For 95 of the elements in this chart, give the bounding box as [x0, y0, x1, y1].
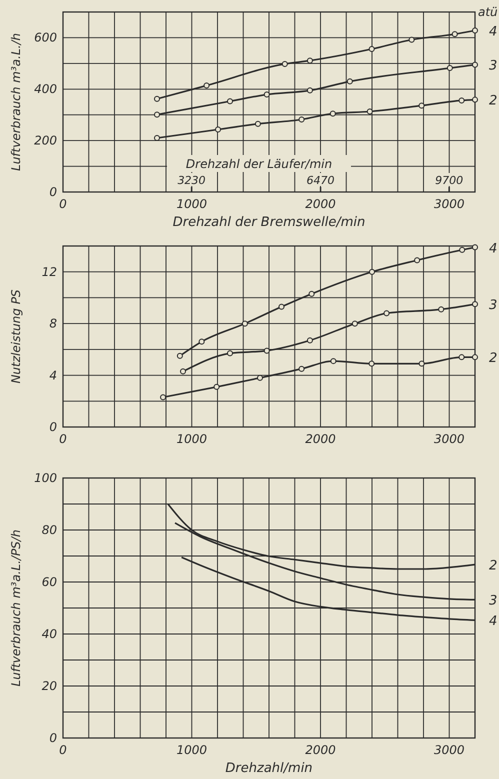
point — [366, 108, 373, 115]
x-tick-label: 2000 — [305, 432, 336, 446]
point — [282, 60, 288, 67]
point — [264, 92, 270, 98]
series-label: 3 — [489, 298, 498, 314]
point — [368, 46, 375, 52]
point — [298, 116, 305, 122]
x2-tick-label: 3230 — [178, 174, 206, 187]
point — [330, 110, 336, 117]
point — [154, 135, 160, 141]
x-tick-label: 1000 — [176, 197, 208, 211]
point — [306, 58, 313, 64]
point — [308, 290, 315, 297]
point — [256, 374, 263, 381]
y-axis-title: Luftverbrauch m³a.L./h — [9, 33, 23, 171]
point — [198, 338, 205, 345]
series-label: 4 — [489, 241, 498, 256]
point — [472, 301, 478, 308]
point — [154, 112, 160, 118]
series-label: 2 — [489, 94, 498, 109]
x-tick-label: 0 — [59, 743, 68, 757]
y-tick-label: 80 — [42, 523, 58, 537]
point — [472, 244, 478, 250]
point — [154, 96, 160, 102]
point — [242, 320, 248, 327]
x-axis-title: Drehzahl/min — [225, 761, 313, 776]
x-tick-label: 1000 — [176, 432, 208, 446]
y-tick-label: 20 — [42, 679, 58, 693]
x-tick-label: 0 — [59, 197, 68, 211]
point — [346, 78, 353, 84]
x-tick-label: 3000 — [434, 743, 465, 757]
series-label: 2 — [489, 558, 498, 574]
point — [278, 304, 284, 310]
y-tick-label: 60 — [42, 575, 58, 589]
point — [458, 97, 465, 104]
y-tick-label: 600 — [34, 30, 58, 45]
point — [368, 360, 375, 367]
point — [458, 354, 465, 360]
point — [418, 360, 425, 367]
point — [306, 337, 313, 344]
series-label: 3 — [489, 58, 498, 74]
y-axis-title: Nutzleistung PS — [9, 289, 23, 384]
point — [214, 384, 220, 390]
y-tick-label: 0 — [49, 185, 58, 199]
x-axis-title: Drehzahl der Bremswelle/min — [172, 215, 366, 230]
x2-tick-label: 6470 — [306, 174, 335, 187]
point — [215, 126, 222, 133]
y-tick-label: 200 — [34, 134, 58, 148]
point — [418, 102, 425, 109]
point — [226, 350, 233, 356]
series-label: 4 — [489, 614, 498, 630]
x2-tick-label: 9700 — [435, 174, 464, 187]
y-tick-label: 4 — [49, 368, 57, 382]
point — [226, 98, 233, 104]
point — [384, 310, 390, 316]
y-tick-label: 0 — [49, 420, 58, 434]
y-tick-label: 12 — [42, 264, 57, 279]
x-tick-label: 1000 — [176, 743, 208, 757]
point — [408, 36, 415, 43]
point — [472, 96, 478, 103]
point — [298, 366, 305, 372]
series-label: 3 — [489, 594, 498, 609]
point — [160, 394, 166, 400]
x-tick-label: 0 — [59, 432, 68, 446]
series-label: 2 — [489, 351, 498, 366]
point — [254, 120, 261, 127]
y-tick-label: 100 — [34, 471, 58, 485]
y-tick-label: 400 — [34, 82, 58, 96]
y-axis-title: Luftverbrauch m³a.L./PS/h — [9, 530, 23, 686]
x-tick-label: 2000 — [305, 743, 336, 757]
y-tick-label: 8 — [49, 316, 58, 331]
point — [459, 246, 466, 253]
x-tick-label: 3000 — [434, 197, 465, 211]
point — [352, 320, 358, 327]
point — [330, 358, 336, 364]
point — [264, 348, 270, 354]
y-tick-label: 40 — [42, 627, 58, 641]
point — [472, 62, 478, 68]
x-tick-label: 2000 — [305, 197, 336, 211]
point — [438, 306, 444, 312]
point — [414, 257, 420, 264]
point — [176, 352, 183, 359]
point — [306, 87, 313, 94]
point — [472, 354, 478, 360]
point — [204, 82, 210, 89]
x-tick-label: 3000 — [434, 432, 465, 446]
y-tick-label: 0 — [49, 731, 58, 745]
legend-title: atü — [478, 5, 498, 19]
series-label: 4 — [489, 24, 498, 40]
point — [180, 368, 186, 374]
point — [446, 65, 453, 72]
point — [452, 31, 458, 38]
x2-axis-title: Drehzahl der Läufer/min — [186, 157, 332, 171]
point — [472, 28, 478, 34]
point — [369, 268, 375, 275]
